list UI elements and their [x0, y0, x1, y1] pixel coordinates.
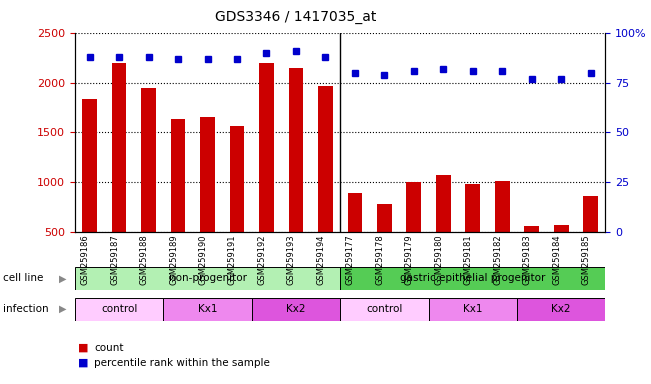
- Text: GDS3346 / 1417035_at: GDS3346 / 1417035_at: [215, 10, 376, 23]
- Text: GSM259193: GSM259193: [287, 234, 296, 285]
- Text: GSM259178: GSM259178: [376, 234, 384, 285]
- Bar: [583, 196, 598, 282]
- Text: GSM259179: GSM259179: [405, 234, 414, 285]
- Text: infection: infection: [3, 304, 49, 314]
- Text: count: count: [94, 343, 124, 353]
- Text: GSM259177: GSM259177: [346, 234, 355, 285]
- Bar: [406, 182, 421, 282]
- Bar: [171, 119, 186, 282]
- Text: GSM259192: GSM259192: [257, 234, 266, 285]
- Text: GSM259185: GSM259185: [582, 234, 590, 285]
- Bar: [517, 298, 605, 321]
- Bar: [554, 225, 568, 282]
- Bar: [82, 99, 97, 282]
- Bar: [75, 267, 340, 290]
- Text: GSM259191: GSM259191: [228, 234, 237, 285]
- Text: GSM259187: GSM259187: [110, 234, 119, 285]
- Text: GSM259182: GSM259182: [493, 234, 503, 285]
- Text: cell line: cell line: [3, 273, 44, 283]
- Text: GSM259184: GSM259184: [552, 234, 561, 285]
- Text: GSM259190: GSM259190: [199, 234, 208, 285]
- Text: GSM259188: GSM259188: [139, 234, 148, 285]
- Text: control: control: [366, 304, 402, 314]
- Bar: [348, 194, 362, 282]
- Bar: [436, 175, 450, 282]
- Bar: [524, 226, 539, 282]
- Text: GSM259194: GSM259194: [316, 234, 326, 285]
- Text: GSM259186: GSM259186: [81, 234, 90, 285]
- Bar: [495, 181, 510, 282]
- Bar: [259, 63, 274, 282]
- Bar: [318, 86, 333, 282]
- Text: Kx2: Kx2: [286, 304, 306, 314]
- Bar: [141, 88, 156, 282]
- Bar: [75, 298, 163, 321]
- Bar: [340, 298, 428, 321]
- Text: Kx1: Kx1: [463, 304, 482, 314]
- Bar: [112, 63, 126, 282]
- Text: percentile rank within the sample: percentile rank within the sample: [94, 358, 270, 368]
- Text: Kx1: Kx1: [198, 304, 217, 314]
- Text: GSM259181: GSM259181: [464, 234, 473, 285]
- Bar: [288, 68, 303, 282]
- Text: ■: ■: [78, 358, 89, 368]
- Bar: [465, 184, 480, 282]
- Bar: [163, 298, 252, 321]
- Text: ▶: ▶: [59, 304, 66, 314]
- Bar: [230, 126, 244, 282]
- Bar: [377, 204, 392, 282]
- Bar: [252, 298, 340, 321]
- Text: ▶: ▶: [59, 273, 66, 283]
- Text: GSM259189: GSM259189: [169, 234, 178, 285]
- Text: gastric epithelial progenitor: gastric epithelial progenitor: [400, 273, 546, 283]
- Text: control: control: [101, 304, 137, 314]
- Bar: [200, 116, 215, 282]
- Text: GSM259180: GSM259180: [434, 234, 443, 285]
- Text: non-progenitor: non-progenitor: [169, 273, 247, 283]
- Text: Kx2: Kx2: [551, 304, 571, 314]
- Bar: [340, 267, 605, 290]
- Text: ■: ■: [78, 343, 89, 353]
- Text: GSM259183: GSM259183: [523, 234, 532, 285]
- Bar: [428, 298, 517, 321]
